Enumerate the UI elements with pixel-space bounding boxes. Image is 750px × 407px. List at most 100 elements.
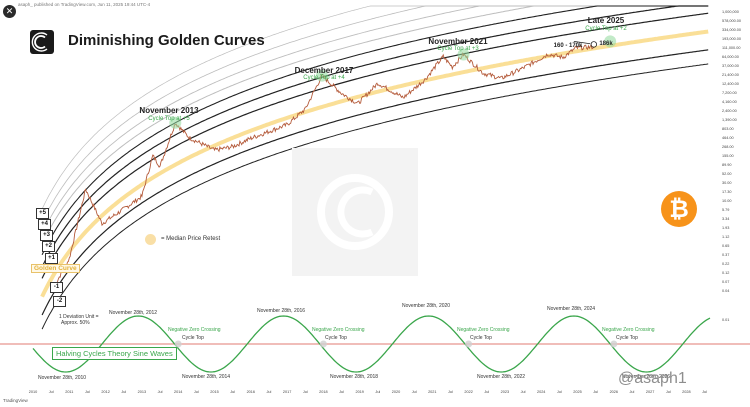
x-tick-label: 2025 xyxy=(573,390,581,394)
y-tick-label: 52.00 xyxy=(722,172,732,176)
median-retest-legend-marker xyxy=(145,234,156,245)
target-current-label: 186k xyxy=(599,41,613,47)
negative-zero-crossing-label: Negative Zero Crossing xyxy=(168,327,221,333)
x-tick-label: 2012 xyxy=(101,390,109,394)
x-tick-label: Jul xyxy=(303,390,308,394)
x-tick-label: 2010 xyxy=(29,390,37,394)
brand-logo xyxy=(30,30,54,54)
negative-zero-crossing-label: Negative Zero Crossing xyxy=(312,327,365,333)
x-tick-label: Jul xyxy=(412,390,417,394)
x-tick-label: 2016 xyxy=(247,390,255,394)
deviation-label-minus2: -2 xyxy=(53,296,66,307)
x-tick-label: 2023 xyxy=(501,390,509,394)
x-tick-label: Jul xyxy=(557,390,562,394)
x-tick-label: Jul xyxy=(375,390,380,394)
bitcoin-icon: ₿ xyxy=(661,191,697,227)
y-tick-label: 89.90 xyxy=(722,163,732,167)
x-tick-label: Jul xyxy=(484,390,489,394)
y-tick-label: 0.12 xyxy=(722,271,729,275)
annotation-2013-title: November 2013 xyxy=(139,106,199,115)
x-tick-label: 2022 xyxy=(464,390,472,394)
x-tick-label: Jul xyxy=(85,390,90,394)
y-tick-label: 268.00 xyxy=(722,145,734,149)
x-tick-label: 2017 xyxy=(283,390,291,394)
x-tick-label: 2028 xyxy=(682,390,690,394)
deviation-band xyxy=(41,12,709,279)
sine-trough-label: November 28th, 2010 xyxy=(38,375,87,381)
y-tick-label: 10.00 xyxy=(722,199,732,203)
deviation-bands xyxy=(41,5,709,330)
x-tick-label: 2021 xyxy=(428,390,436,394)
x-tick-label: Jul xyxy=(593,390,598,394)
deviation-band xyxy=(41,63,709,330)
golden-curve xyxy=(40,29,709,298)
x-tick-label: Jul xyxy=(230,390,235,394)
cycle-top-label: Cycle Top xyxy=(182,335,204,341)
sine-peak-label: November 28th, 2024 xyxy=(547,306,596,312)
current-price-marker xyxy=(590,41,598,48)
deviation-label-minus1: -1 xyxy=(50,282,63,293)
x-tick-label: 2015 xyxy=(210,390,218,394)
y-tick-label: 193,000.00 xyxy=(722,37,741,41)
x-tick-label: 2011 xyxy=(65,390,73,394)
annotation-2025-sub: Cycle Top at +2 xyxy=(585,26,627,32)
deviation-band xyxy=(41,5,709,268)
y-tick-label: 64,000.00 xyxy=(722,55,739,59)
y-tick-label: 1.93 xyxy=(722,226,729,230)
x-tick-label: 2027 xyxy=(646,390,654,394)
x-tick-label: 2014 xyxy=(174,390,182,394)
y-tick-label: 21,400.00 xyxy=(722,73,739,77)
negative-zero-crossing-label: Negative Zero Crossing xyxy=(602,327,655,333)
cycle-top-label: Cycle Top xyxy=(325,335,347,341)
zero-crossing-marker xyxy=(174,340,182,348)
deviation-label-plus4: +4 xyxy=(38,219,51,230)
annotation-2021-sub: Cycle Top at +3 xyxy=(437,46,479,52)
y-axis: 1,000,000 578,000.00 334,000.00 193,000.00 1… xyxy=(722,10,741,293)
y-tick-label: 1.12 xyxy=(722,235,729,239)
cycle-top-label: Cycle Top xyxy=(470,335,492,341)
cycle-top-marker xyxy=(169,116,182,129)
tradingview-credit: TradingView xyxy=(3,398,28,403)
x-tick-label: 2019 xyxy=(355,390,363,394)
x-tick-label: Jul xyxy=(121,390,126,394)
sine-trough-label: November 28th, 2022 xyxy=(477,374,526,380)
negative-zero-crossing-label: Negative Zero Crossing xyxy=(457,327,510,333)
y-tick-label: 578,000.00 xyxy=(722,19,741,23)
deviation-label-plus3: +3 xyxy=(40,230,53,241)
annotation-2017-sub: Cycle Top at +4 xyxy=(303,75,345,81)
deviation-band xyxy=(41,49,709,316)
cycle-top-marker xyxy=(457,48,470,61)
sine-trough-label: November 28th, 2014 xyxy=(182,374,231,380)
y-tick-label: 30.00 xyxy=(722,181,732,185)
x-tick-label: Jul xyxy=(630,390,635,394)
y-tick-label: 803.00 xyxy=(722,127,734,131)
y-tick-label: 37,000.00 xyxy=(722,64,739,68)
x-tick-label: Jul xyxy=(521,390,526,394)
sine-trough-label: November 28th, 2018 xyxy=(330,374,379,380)
annotation-2013-sub: Cycle Top at +5 xyxy=(148,116,190,122)
sine-trough-label: November 28th, 2026 xyxy=(622,374,671,380)
zero-crossing-marker xyxy=(319,340,327,348)
zero-crossing-marker xyxy=(610,340,618,348)
y-tick-label: 155.00 xyxy=(722,154,734,158)
cc-watermark-logo xyxy=(292,148,418,276)
x-tick-label: Jul xyxy=(49,390,54,394)
zero-crossing-marker xyxy=(465,340,473,348)
y-tick-label: 12,400.00 xyxy=(722,82,739,86)
y-tick-label: 334,000.00 xyxy=(722,28,741,32)
deviation-band xyxy=(41,5,709,256)
close-button[interactable]: ✕ xyxy=(3,5,16,18)
y-tick-label: 4,160.00 xyxy=(722,100,737,104)
x-tick-label: Jul xyxy=(339,390,344,394)
target-range-label: 160 - 170k xyxy=(553,43,583,49)
sine-peak-label: November 28th, 2016 xyxy=(257,308,306,314)
cc-logo-icon xyxy=(317,174,393,250)
y-tick-label: 5.79 xyxy=(722,208,729,212)
median-retest-legend-text: = Median Price Retest xyxy=(161,236,221,242)
close-icon: ✕ xyxy=(5,6,14,16)
cycle-top-marker xyxy=(315,69,328,82)
halving-sine-label: Halving Cycles Theory Sine Waves xyxy=(52,347,177,360)
x-tick-label: 2026 xyxy=(610,390,618,394)
